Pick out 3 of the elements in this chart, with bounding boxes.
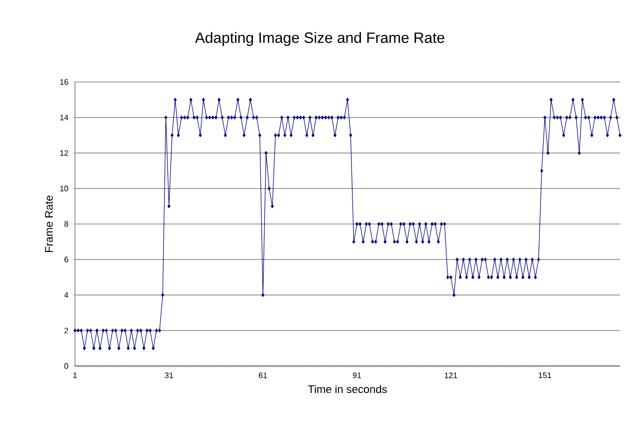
chart-title: Adapting Image Size and Frame Rate bbox=[195, 32, 444, 46]
x-axis-title: Time in seconds bbox=[308, 385, 387, 394]
y-axis-title: Frame Rate bbox=[45, 196, 53, 252]
